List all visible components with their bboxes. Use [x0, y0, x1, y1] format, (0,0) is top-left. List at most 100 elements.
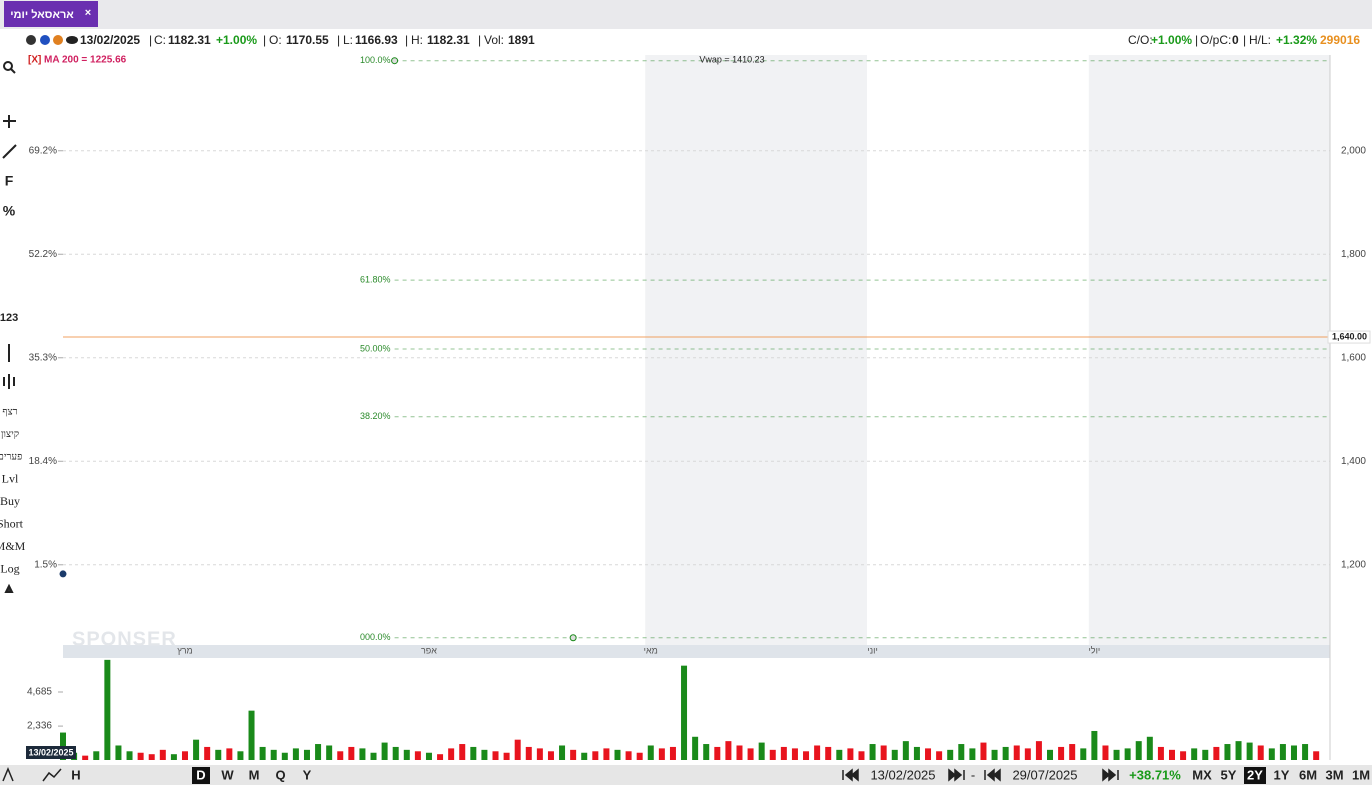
volume-bar [1002, 746, 1009, 760]
range-button[interactable]: 2Y [1247, 767, 1263, 782]
tool-label[interactable]: פערים [0, 451, 22, 462]
toolbar-icons[interactable] [2, 61, 17, 593]
y-tick-label: 1,400 [1341, 456, 1366, 467]
volume-bar [969, 748, 976, 760]
volume-bar [1169, 749, 1175, 760]
tool-label[interactable]: רצף [2, 406, 17, 417]
range-button[interactable]: 5Y [1221, 767, 1237, 782]
mode-button[interactable]: H [71, 767, 80, 782]
volume-bar [769, 749, 776, 760]
tab-title[interactable]: אראסאל יומי [10, 8, 74, 21]
tool-label[interactable]: קיצון [1, 429, 19, 440]
month-band [1088, 55, 1330, 645]
tool-letter[interactable]: F [5, 173, 14, 189]
vwap-label: Vwap = 1410.23 [699, 54, 764, 64]
volume-bar [1102, 745, 1109, 760]
tool-label[interactable]: Log [0, 561, 19, 575]
candle-body [492, 120, 499, 151]
bottom-bar [0, 765, 1372, 785]
volume-bar [1313, 751, 1320, 760]
candle-body [614, 311, 621, 316]
bottom-icons[interactable] [2, 767, 1119, 782]
candle-body [1013, 544, 1020, 560]
period-button[interactable]: M [249, 767, 260, 782]
candle-body [303, 135, 310, 151]
range-button[interactable]: 3M [1325, 767, 1343, 782]
candle-body [281, 187, 288, 203]
candle-body [891, 585, 898, 632]
volume-bar [204, 746, 211, 760]
fib-label: 50.00% [360, 343, 391, 353]
y-tick-label: 1,600 [1341, 352, 1366, 363]
volume-bar [459, 744, 466, 760]
info-c-label: C: [154, 33, 166, 47]
start-date-label: 13/02/2025 [28, 747, 73, 757]
candle-body [869, 622, 876, 627]
range-button[interactable]: 6M [1299, 767, 1317, 782]
range-from: 13/02/2025 [870, 767, 935, 782]
candle-body [913, 580, 920, 596]
range-button[interactable]: 1Y [1274, 767, 1290, 782]
range-to: 29/07/2025 [1012, 767, 1077, 782]
volume-bar [425, 752, 432, 760]
candle-body [925, 580, 932, 606]
info-bar [0, 29, 1372, 53]
volume-bar [248, 710, 255, 760]
volume-bar [503, 752, 510, 760]
volume-bar [1202, 749, 1209, 760]
volume-bar [825, 746, 832, 760]
y-tick-label: 1,200 [1341, 559, 1366, 570]
tab-close[interactable]: × [85, 7, 91, 19]
x-tick-label: מרץ [177, 645, 193, 655]
tool-label[interactable]: M&M [0, 539, 26, 553]
info-sep: | [478, 33, 481, 47]
candle-body [936, 611, 943, 624]
tool-letter[interactable]: % [3, 203, 16, 219]
range-active [1244, 767, 1266, 784]
candle-body [603, 290, 610, 316]
volume-bar [1290, 745, 1297, 760]
volume-bar [581, 752, 588, 760]
volume-bar [414, 751, 421, 760]
volume-bar [93, 751, 100, 760]
volume-bar [625, 751, 632, 760]
period-button[interactable]: Q [275, 767, 285, 782]
tab[interactable] [4, 1, 98, 27]
candle-body [359, 239, 366, 255]
volume-bar [1302, 744, 1309, 760]
info-open: 1170.55 [286, 33, 329, 47]
period-button[interactable]: Y [303, 767, 312, 782]
info-hl: +1.32% [1276, 33, 1317, 47]
tool-label[interactable]: Lvl [2, 471, 19, 485]
candle-body [503, 99, 510, 130]
tool-label[interactable]: Buy [0, 494, 20, 508]
period-button[interactable]: W [221, 767, 234, 782]
volume-bar [891, 749, 898, 760]
candle-body [525, 177, 532, 234]
volume-bar [936, 751, 943, 760]
last-price-label: 1,640.00 [1332, 331, 1367, 341]
info-sep: | [1195, 33, 1198, 47]
volume-bar [292, 748, 299, 760]
candle-body [215, 290, 222, 352]
info-sep: | [337, 33, 340, 47]
candle-body [181, 420, 188, 428]
candle-body [481, 125, 488, 182]
info-high: 1182.31 [427, 33, 470, 47]
info-icons [26, 35, 78, 45]
tool-label[interactable]: Short [0, 516, 24, 530]
fib-label: 38.20% [360, 411, 391, 421]
range-button[interactable]: MX [1192, 767, 1212, 782]
volume-bar [1224, 744, 1231, 760]
info-close: 1182.31 [168, 33, 211, 47]
volume-bar [913, 746, 920, 760]
candle-body [204, 337, 211, 353]
legend-close[interactable]: [X] [28, 55, 41, 66]
volume-bar [1047, 749, 1054, 760]
tool-letter[interactable]: 123 [0, 312, 18, 324]
candle-body [159, 399, 166, 430]
volume-bar [1035, 741, 1042, 760]
period-button[interactable]: D [196, 767, 205, 782]
range-button[interactable]: 1M [1352, 767, 1370, 782]
